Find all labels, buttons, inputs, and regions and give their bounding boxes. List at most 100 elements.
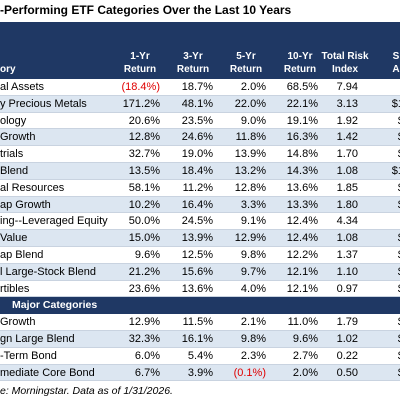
cell-value: 13.6%: [181, 282, 213, 295]
cell-value: $: [344, 146, 400, 163]
row-label: ap Blend: [0, 249, 44, 261]
cell-value: 19.1%: [286, 114, 318, 127]
row-band: [0, 347, 400, 365]
cell-value: 1.80: [336, 198, 358, 211]
cell-value: 12.8%: [128, 131, 160, 144]
header-cell: Return: [229, 64, 263, 75]
cell-value: 18.7%: [181, 81, 213, 93]
cell-value: 12.2%: [286, 249, 318, 261]
header-band: [0, 22, 400, 79]
cell-value: 9.8%: [240, 333, 266, 345]
cell-value: 9.6%: [292, 333, 318, 345]
cell-value: $: [344, 281, 400, 298]
cell-value: 3.9%: [187, 366, 213, 379]
cell-value: 2.7%: [292, 349, 318, 362]
cell-value: 4.34: [336, 215, 358, 228]
row-label: mediate Core Bond: [0, 366, 95, 379]
cell-value: 24.6%: [181, 131, 213, 144]
cell-value: 1.10: [336, 265, 358, 278]
cell-value: $: [344, 247, 400, 264]
cell-value: $1: [391, 165, 400, 177]
cell-value: 9.0%: [240, 114, 266, 127]
cell-value: 7.94: [336, 81, 358, 93]
cell-value: 11.2%: [182, 181, 213, 194]
row-band: [0, 146, 400, 163]
cell-value: $: [344, 348, 400, 365]
cell-value: 1.85: [336, 181, 358, 194]
row-label: ology: [0, 114, 27, 127]
cell-value: 2.3%: [240, 349, 266, 362]
cell-value: 12.1%: [286, 265, 318, 278]
cell-value: 1.92: [336, 114, 358, 127]
cell-value: 12.1%: [286, 282, 318, 295]
cell-value: 19.0%: [181, 148, 213, 161]
cell-value: 9.8%: [240, 249, 266, 261]
row-label: ing--Leveraged Equity: [0, 215, 108, 228]
cell-value: 11.8%: [235, 131, 266, 144]
header-cell: Return: [123, 64, 157, 75]
header-cell: A: [392, 64, 400, 75]
cell-value: 22.0%: [234, 97, 266, 110]
cell-value: 15.6%: [181, 265, 213, 278]
row-label: y Precious Metals: [0, 97, 87, 110]
cell-value: 1.08: [336, 165, 358, 177]
cell-value: 11.5%: [182, 316, 213, 329]
cell-value: 3.3%: [240, 198, 266, 211]
cell-value: $: [344, 264, 400, 281]
cell-value: 12.9%: [234, 232, 266, 245]
cell-value: 32.3%: [128, 333, 160, 345]
cell-value: (0.1%): [233, 366, 266, 379]
row-label: al Assets: [0, 81, 45, 93]
cell-value: 5.4%: [187, 349, 213, 362]
cell-value: 10.2%: [128, 198, 160, 211]
header-cell: ory: [0, 64, 16, 75]
cell-value: 1.08: [336, 232, 358, 245]
row-label: Growth: [0, 131, 36, 144]
row-band: [0, 129, 400, 147]
cell-value: 9.1%: [240, 215, 266, 228]
cell-value: $1: [391, 97, 400, 110]
cell-value: 12.5%: [181, 249, 213, 261]
section-band: [0, 297, 400, 315]
title: -Performing ETF Categories Over the Last…: [0, 3, 292, 17]
cell-value: 23.5%: [181, 114, 213, 127]
cell-value: 32.7%: [128, 148, 160, 161]
cell-value: 1.79: [336, 316, 358, 329]
cell-value: 16.4%: [181, 198, 213, 211]
cell-value: 18.4%: [181, 165, 213, 177]
row-label: rtibles: [0, 282, 30, 295]
row-label: al Resources: [0, 181, 65, 194]
row-band: [0, 331, 400, 348]
cell-value: 6.0%: [134, 349, 160, 362]
cell-value: 16.1%: [181, 333, 213, 345]
row-band: [0, 112, 400, 130]
cell-value: 68.5%: [286, 81, 318, 93]
header-cell: Return: [283, 64, 317, 75]
cell-value: 14.8%: [286, 148, 318, 161]
cell-value: 14.3%: [286, 165, 318, 177]
cell-value: 1.02: [336, 333, 358, 345]
row-label: Value: [0, 232, 28, 245]
cell-value: 13.5%: [128, 165, 160, 177]
header-cell: 5-Yr: [236, 51, 256, 62]
cell-value: $: [344, 314, 400, 331]
section-label: Major Categories: [12, 299, 98, 312]
cell-value: 6.7%: [134, 366, 160, 379]
row-band: [0, 179, 400, 197]
cell-value: 11.0%: [287, 316, 318, 329]
cell-value: $: [344, 129, 400, 146]
header-cell: 1-Yr: [130, 51, 150, 62]
cell-value: 9.6%: [134, 249, 160, 261]
cell-value: $: [344, 331, 400, 348]
row-label: ap Growth: [0, 198, 51, 211]
cell-value: 2.0%: [240, 81, 266, 93]
row-label: l Large-Stock Blend: [0, 265, 96, 278]
cell-value: 13.9%: [234, 148, 266, 161]
row-band: [0, 280, 400, 298]
cell-value: 21.2%: [128, 265, 160, 278]
cell-value: 12.4%: [286, 232, 318, 245]
row-band: [0, 230, 400, 247]
cell-value: 23.6%: [128, 282, 160, 295]
cell-value: 0.97: [336, 282, 358, 295]
